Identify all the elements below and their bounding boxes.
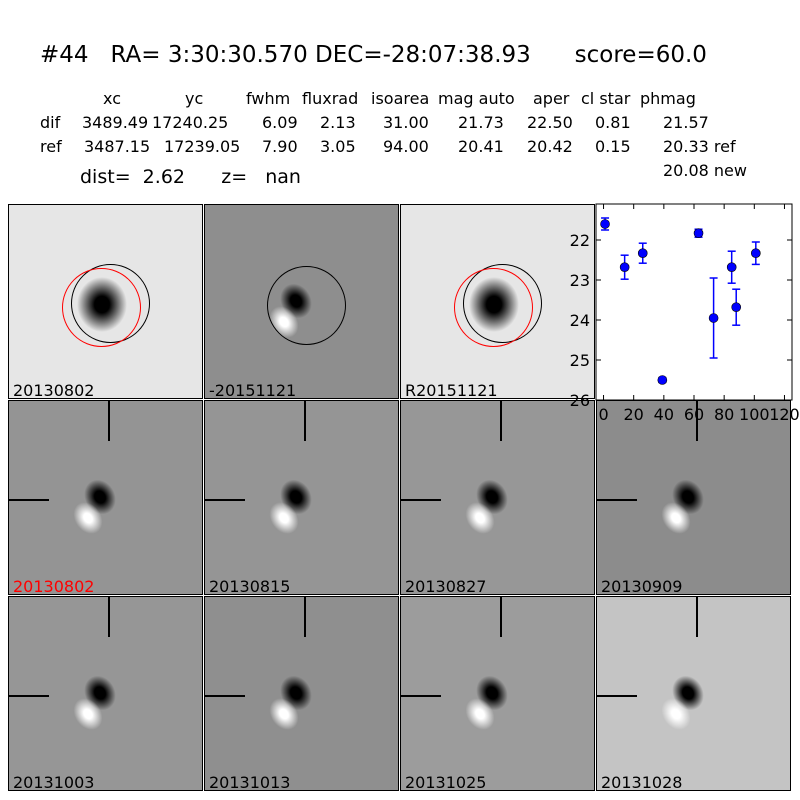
data-point (708, 313, 719, 323)
data-point (693, 228, 704, 238)
table-cell: 17240.25 (152, 113, 229, 132)
stamp-date-label: R20151121 (405, 381, 498, 399)
data-point (751, 248, 761, 258)
image-stamp[interactable]: 20131003 (8, 596, 203, 791)
image-stamp[interactable]: 20130802 (8, 400, 203, 595)
data-point (600, 219, 610, 229)
data-point (731, 302, 742, 313)
stamp-date-label: 20131003 (13, 773, 95, 791)
column-header: cl star (581, 89, 631, 108)
crosshair-vertical (304, 401, 306, 441)
image-stamp[interactable]: -20151121 (204, 204, 399, 399)
data-point (657, 375, 668, 385)
image-stamp[interactable]: 20131028 (596, 596, 791, 791)
stamp-date-label: 20130827 (405, 577, 487, 595)
stamp-date-label: 20130802 (13, 577, 95, 595)
distance-line: dist= 2.62 z= nan (80, 166, 301, 188)
stamp-date-label: 20131013 (209, 773, 291, 791)
crosshair-vertical (696, 401, 698, 441)
image-stamp[interactable]: R20151121 (400, 204, 595, 399)
crosshair-horizontal (597, 695, 637, 697)
image-stamp[interactable]: 20130909 (596, 400, 791, 595)
column-header: fluxrad (302, 89, 359, 108)
column-header: aper (533, 89, 570, 108)
stamp-date-label: 20131025 (405, 773, 487, 791)
table-cell: 17239.05 (164, 137, 241, 156)
table-cell: 0.81 (595, 113, 631, 132)
table-cell: 20.42 (527, 137, 573, 156)
column-header: xc (103, 89, 121, 108)
table-cell: 21.57 (663, 113, 709, 132)
crosshair-vertical (304, 597, 306, 637)
table-cell: 3487.15 (84, 137, 151, 156)
phmag-new: 20.08 new (663, 161, 747, 180)
table-cell: 0.15 (595, 137, 631, 156)
column-header: isoarea (371, 89, 430, 108)
data-point (637, 248, 648, 258)
table-cell: 3489.49 (82, 113, 149, 132)
ref-aperture-circle (62, 268, 141, 347)
row-label: ref (40, 137, 62, 156)
image-stamp[interactable]: 20130815 (204, 400, 399, 595)
table-cell: 7.90 (262, 137, 298, 156)
row-label: dif (40, 113, 61, 132)
crosshair-vertical (500, 401, 502, 441)
stamp-date-label: -20151121 (209, 381, 297, 399)
ref-aperture-circle (454, 268, 533, 347)
crosshair-horizontal (597, 499, 637, 501)
crosshair-horizontal (205, 499, 245, 501)
crosshair-horizontal (9, 695, 49, 697)
table-cell: 94.00 (383, 137, 429, 156)
crosshair-vertical (500, 597, 502, 637)
column-header: fwhm (246, 89, 291, 108)
image-stamp[interactable]: 20131025 (400, 596, 595, 791)
table-cell: 2.13 (320, 113, 356, 132)
stamp-date-label: 20130909 (601, 577, 683, 595)
image-stamp[interactable]: 20130802 (8, 204, 203, 399)
image-stamp[interactable]: 20130827 (400, 400, 595, 595)
crosshair-vertical (108, 597, 110, 637)
crosshair-horizontal (401, 499, 441, 501)
table-cell: 20.33 ref (663, 137, 736, 156)
crosshair-horizontal (9, 499, 49, 501)
table-cell: 6.09 (262, 113, 298, 132)
data-point (726, 262, 737, 273)
crosshair-vertical (696, 597, 698, 637)
table-cell: 3.05 (320, 137, 356, 156)
data-point (619, 262, 630, 273)
image-stamp[interactable]: 20131013 (204, 596, 399, 791)
crosshair-horizontal (205, 695, 245, 697)
page-title: #44 RA= 3:30:30.570 DEC=-28:07:38.93 sco… (40, 42, 707, 68)
stamp-date-label: 20131028 (601, 773, 683, 791)
column-header: mag auto (438, 89, 515, 108)
column-header: yc (185, 89, 204, 108)
table-cell: 20.41 (458, 137, 504, 156)
crosshair-vertical (108, 401, 110, 441)
table-cell: 31.00 (383, 113, 429, 132)
stamp-date-label: 20130802 (13, 381, 95, 399)
crosshair-horizontal (401, 695, 441, 697)
table-cell: 22.50 (527, 113, 573, 132)
plot-area (595, 203, 793, 401)
aperture-circle (267, 266, 346, 345)
table-cell: 21.73 (458, 113, 504, 132)
stamp-date-label: 20130815 (209, 577, 291, 595)
column-header: phmag (640, 89, 696, 108)
